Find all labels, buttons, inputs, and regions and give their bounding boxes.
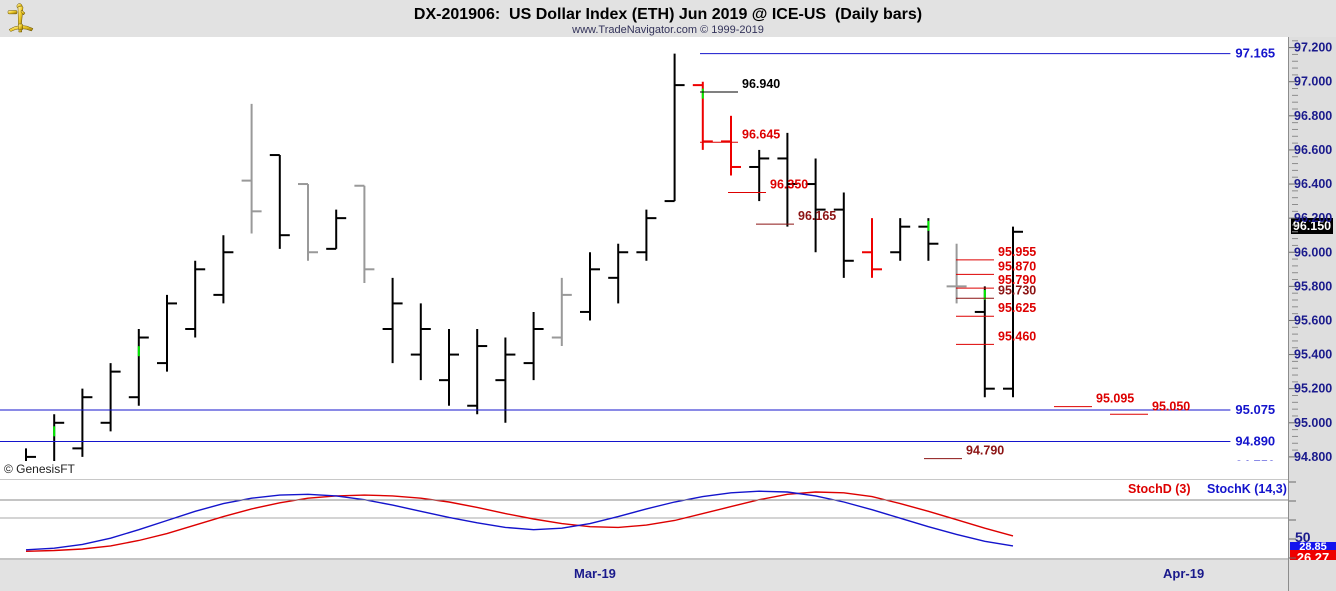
svg-text:97.165: 97.165: [1235, 46, 1275, 61]
svg-text:94.890: 94.890: [1235, 434, 1275, 449]
svg-text:96.350: 96.350: [770, 178, 808, 192]
svg-text:95.460: 95.460: [998, 329, 1036, 343]
svg-text:95.050: 95.050: [1152, 399, 1190, 413]
svg-text:96.200: 96.200: [1294, 211, 1332, 225]
svg-text:95.730: 95.730: [998, 283, 1036, 297]
svg-text:96.600: 96.600: [1294, 143, 1332, 157]
svg-text:95.075: 95.075: [1235, 402, 1275, 417]
svg-text:95.200: 95.200: [1294, 382, 1332, 396]
svg-text:StochD (3): StochD (3): [1128, 482, 1191, 496]
svg-text:94.790: 94.790: [966, 444, 1004, 458]
svg-text:95.600: 95.600: [1294, 313, 1332, 327]
svg-text:96.800: 96.800: [1294, 109, 1332, 123]
svg-text:95.955: 95.955: [998, 245, 1036, 259]
svg-text:95.870: 95.870: [998, 259, 1036, 273]
svg-text:97.200: 97.200: [1294, 41, 1332, 55]
svg-text:95.000: 95.000: [1294, 416, 1332, 430]
svg-text:96.940: 96.940: [742, 77, 780, 91]
svg-text:StochK (14,3): StochK (14,3): [1207, 482, 1287, 496]
svg-text:96.645: 96.645: [742, 127, 780, 141]
svg-text:94.800: 94.800: [1294, 450, 1332, 461]
svg-text:97.000: 97.000: [1294, 75, 1332, 89]
svg-text:96.000: 96.000: [1294, 245, 1332, 259]
svg-text:95.095: 95.095: [1096, 392, 1134, 406]
svg-text:95.625: 95.625: [998, 301, 1036, 315]
svg-text:95.400: 95.400: [1294, 348, 1332, 362]
svg-text:96.165: 96.165: [798, 209, 836, 223]
svg-text:96.400: 96.400: [1294, 177, 1332, 191]
svg-text:95.800: 95.800: [1294, 279, 1332, 293]
